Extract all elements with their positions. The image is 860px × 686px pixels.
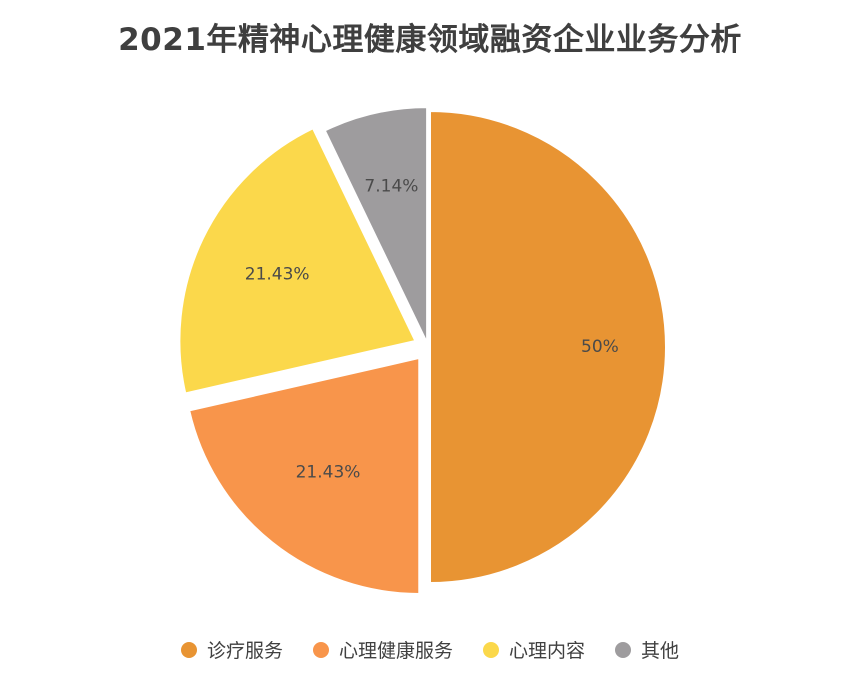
legend-marker-diagnosis-service: [180, 641, 197, 658]
data-label-mental-content: 21.43%: [245, 264, 310, 284]
data-label-mental-health-service: 21.43%: [296, 462, 361, 482]
legend-item-mental-health-service[interactable]: 心理健康服务: [312, 636, 453, 663]
data-label-other: 7.14%: [364, 177, 418, 197]
legend-marker-mental-health-service: [312, 641, 329, 658]
legend-label-mental-content: 心理内容: [509, 640, 586, 662]
data-label-diagnosis-service: 50%: [581, 337, 619, 357]
legend-marker-other: [615, 641, 632, 658]
legend-label-diagnosis-service: 诊疗服务: [206, 640, 283, 662]
legend-label-mental-health-service: 心理健康服务: [338, 640, 453, 662]
legend: 诊疗服务 心理健康服务 心理内容 其他: [0, 636, 860, 663]
pie-slice-mental-content[interactable]: [178, 127, 417, 395]
legend-marker-mental-content: [483, 641, 499, 658]
legend-item-other[interactable]: 其他: [615, 636, 679, 663]
pie-slice-diagnosis-service[interactable]: [429, 110, 667, 584]
legend-item-mental-content[interactable]: 心理内容: [483, 636, 585, 663]
pie-slice-other[interactable]: [323, 106, 429, 345]
pie-slice-mental-health-service[interactable]: [188, 356, 421, 595]
legend-label-other: 其他: [641, 640, 680, 662]
chart-title: 2021年精神心理健康领域融资企业业务分析: [118, 22, 742, 58]
legend-item-diagnosis-service[interactable]: 诊疗服务: [180, 636, 283, 663]
